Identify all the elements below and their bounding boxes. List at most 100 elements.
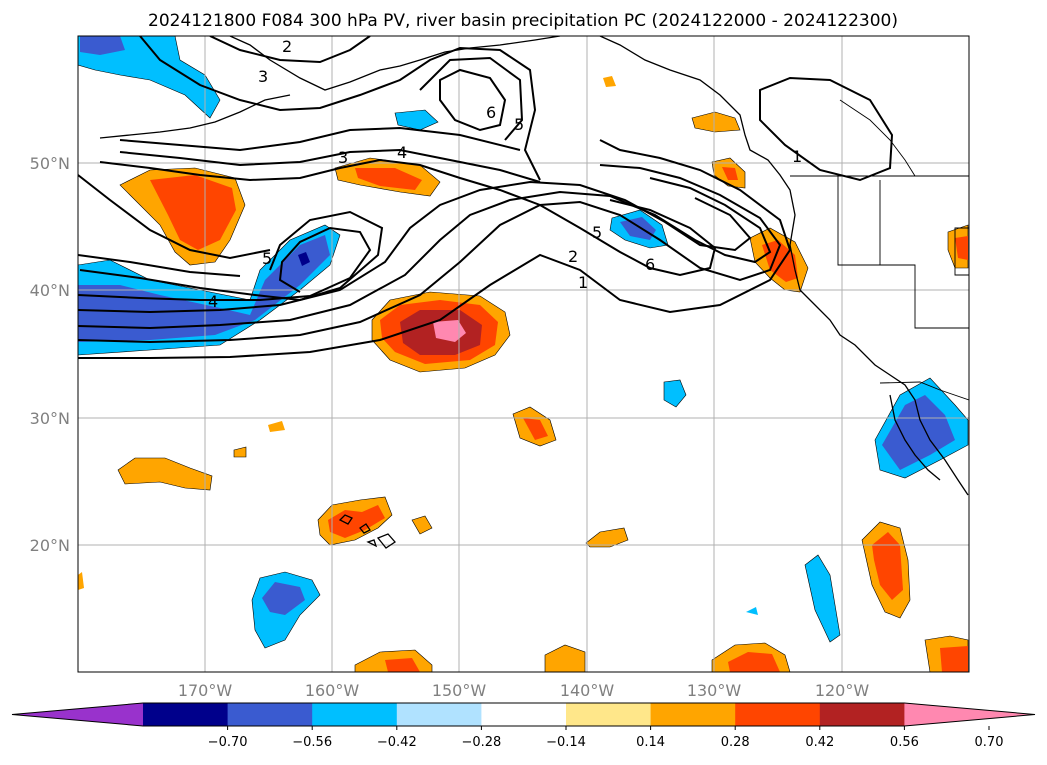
precip-negative-area [78, 235, 330, 342]
colorbar-tick-label: 0.14 [636, 735, 665, 750]
precip-positive-area [544, 644, 586, 672]
contour-label: 4 [397, 143, 407, 162]
precip-positive-area [955, 236, 968, 260]
precip-positive-area [872, 532, 903, 600]
pv-contour-5 [78, 226, 372, 301]
precip-negative-area [882, 395, 955, 470]
precip-negative-area [262, 582, 305, 615]
colorbar-segment [735, 703, 821, 726]
pv-contours [78, 36, 894, 359]
baja-coast [889, 394, 941, 481]
pv-contour-7 [78, 254, 241, 277]
lon-label-160w: 160°W [305, 681, 360, 700]
colorbar-tick-label: −0.28 [461, 735, 501, 750]
colorbar-tick-label: 0.56 [890, 735, 919, 750]
lat-label-50n: 50°N [30, 154, 70, 173]
contour-label: 5 [262, 249, 272, 268]
precip-positive-area [523, 418, 548, 440]
precip-positive-area [355, 168, 422, 190]
contour-label: 5 [514, 115, 524, 134]
pv-contour-14 [439, 68, 507, 132]
precip-positive-area [691, 111, 741, 133]
lon-label-150w: 150°W [432, 681, 487, 700]
precip-negative-area [394, 109, 439, 131]
precip-negative-area [663, 379, 687, 408]
map-frame [77, 35, 970, 673]
colorbar-segment [312, 703, 398, 726]
precip-positive-area [585, 527, 629, 548]
pv-contour-4 [78, 180, 752, 314]
precip-negative-area [746, 607, 758, 615]
contour-label: 3 [258, 67, 268, 86]
pv-contour-16 [759, 76, 894, 182]
colorbar-tick-label: −0.14 [546, 735, 586, 750]
alaska-panhandle-coast [599, 36, 969, 496]
map-panel: 2 3 3 4 4 5 5 5 6 6 2 1 1 [78, 36, 969, 672]
colorbar-extend-max [904, 703, 1035, 726]
colorbar-segments [11, 702, 1036, 727]
colorbar-segment [481, 703, 567, 726]
precip-positive-area [385, 658, 420, 672]
pv-contour-8 [99, 158, 717, 277]
coastlines [99, 36, 969, 549]
precip-positive-area [117, 457, 213, 491]
colorbar-tick-label: 0.70 [975, 735, 1004, 750]
colorbar-outline [11, 702, 1036, 727]
precip-positive-area [728, 652, 780, 672]
contour-label: 3 [338, 148, 348, 167]
colorbar-tick-label: −0.42 [377, 735, 417, 750]
lat-label-40n: 40°N [30, 281, 70, 300]
contour-label: 5 [592, 223, 602, 242]
precip-positive-area [328, 505, 385, 538]
precip-positive-area [940, 646, 968, 672]
colorbar-ticks: −0.70 −0.56 −0.42 −0.28 −0.14 0.14 0.28 0.42 0.5… [208, 726, 1004, 750]
colorbar-segment [650, 703, 736, 726]
pv-contour-3 [78, 177, 772, 330]
lon-label-170w: 170°W [178, 681, 233, 700]
colorbar-segment [566, 703, 652, 726]
pv-contour-1 [78, 139, 792, 359]
contour-label: 6 [486, 103, 496, 122]
colorbar-extend-min [12, 703, 143, 726]
pv-contour-9 [119, 148, 541, 183]
pv-contour-2 [78, 164, 782, 344]
aleutian-islands [99, 94, 291, 139]
colorbar-segment [819, 703, 905, 726]
latitude-labels: 50°N 40°N 30°N 20°N [30, 154, 70, 555]
contour-label: 1 [578, 273, 588, 292]
contour-label: 4 [208, 292, 218, 311]
gridlines [78, 36, 969, 672]
lon-label-140w: 140°W [560, 681, 615, 700]
precip-positive-area [268, 421, 285, 432]
precip-negative-area [298, 252, 310, 266]
pv-contour-labels: 2 3 3 4 4 5 5 5 6 6 2 1 1 [208, 37, 802, 311]
contour-label: 2 [568, 247, 578, 266]
lon-label-120w: 120°W [815, 681, 870, 700]
pv-contour-6 [79, 210, 384, 302]
lat-label-20n: 20°N [30, 536, 70, 555]
colorbar-tick-label: −0.56 [292, 735, 332, 750]
precip-positive-area [722, 167, 738, 180]
precip-positive-area [233, 446, 247, 458]
figure-title: 2024121800 F084 300 hPa PV, river basin … [148, 11, 898, 31]
precip-positive-area [433, 320, 466, 342]
precip-positive-area [78, 572, 84, 590]
lon-label-130w: 130°W [687, 681, 742, 700]
colorbar-segment [143, 703, 229, 726]
precip-positive-area [150, 175, 236, 250]
precip-positive-area [603, 76, 616, 87]
precip-negative-area [78, 36, 221, 119]
colorbar-tick-label: 0.42 [805, 735, 834, 750]
precip-positive-area [411, 515, 433, 535]
contour-label: 6 [645, 255, 655, 274]
contour-label: 2 [282, 37, 292, 56]
hawaii-islands [338, 514, 396, 549]
colorbar: −0.70 −0.56 −0.42 −0.28 −0.14 0.14 0.28 0.42 0.5… [11, 702, 1036, 750]
contour-label: 1 [792, 147, 802, 166]
colorbar-tick-label: 0.28 [721, 735, 750, 750]
pv-contour-13 [209, 36, 371, 64]
precip-negative-area [804, 554, 841, 643]
alaska-coast [229, 36, 561, 91]
pv-contour-10 [119, 126, 521, 152]
